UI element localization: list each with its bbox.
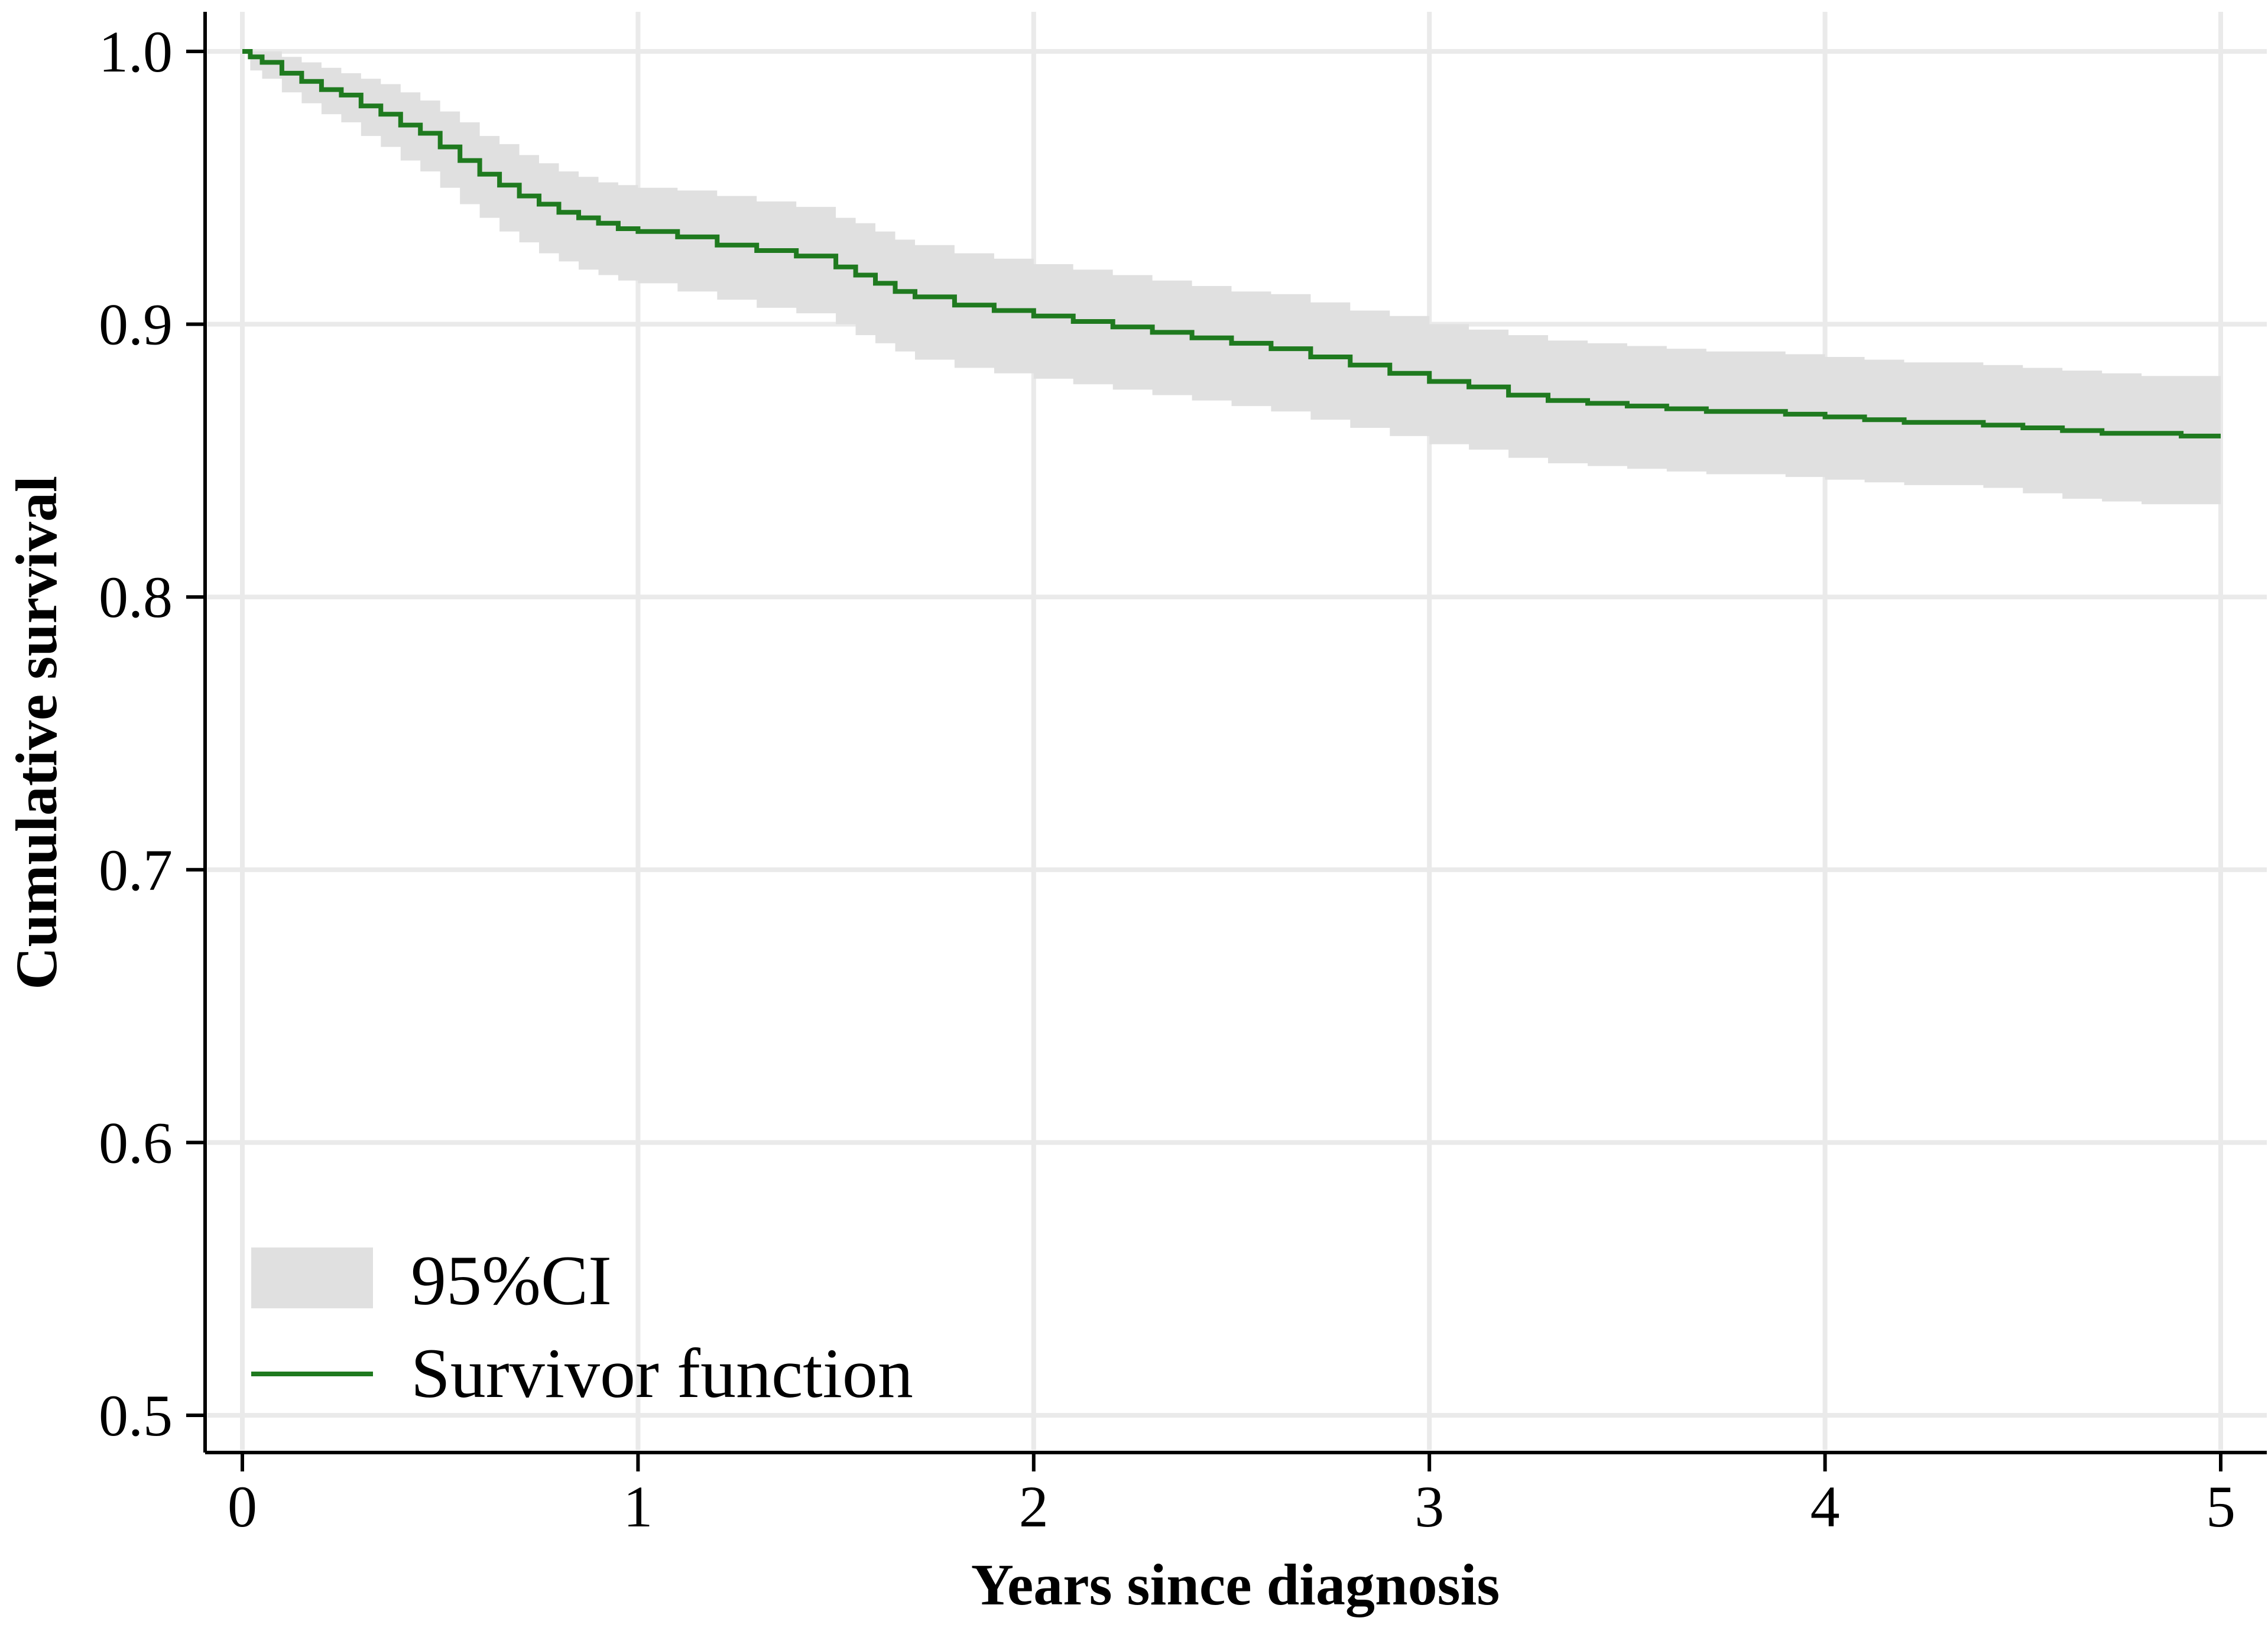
y-tick-label-2: 0.7 [99,837,173,903]
survivor-line-layer [242,49,2221,438]
y-axis-ticks: 0.5 0.6 0.7 0.8 0.9 1.0 [99,19,205,1448]
legend-line-label: Survivor function [411,1334,913,1412]
legend-band-label: 95%CI [411,1241,612,1320]
y-axis-title: Cumulative survival [4,476,69,989]
ci-band [242,51,2221,505]
x-axis-ticks: 0 1 2 3 4 5 [228,1453,2235,1539]
legend-band-swatch [251,1247,373,1308]
survivor-function-line [242,49,2221,438]
y-tick-label-5: 1.0 [99,19,173,85]
x-tick-label-2: 2 [1019,1474,1049,1539]
x-tick-label-4: 4 [1810,1474,1840,1539]
x-tick-label-5: 5 [2206,1474,2235,1539]
x-tick-label-1: 1 [623,1474,653,1539]
x-tick-label-3: 3 [1414,1474,1444,1539]
y-tick-label-0: 0.5 [99,1383,173,1448]
y-tick-label-4: 0.9 [99,292,173,358]
axes [203,12,2267,1454]
x-axis-title: Years since diagnosis [971,1552,1500,1617]
confidence-band-layer [242,51,2221,505]
legend: 95%CI Survivor function [251,1241,913,1412]
x-tick-label-0: 0 [228,1474,257,1539]
y-tick-label-3: 0.8 [99,564,173,630]
y-tick-label-1: 0.6 [99,1110,173,1175]
